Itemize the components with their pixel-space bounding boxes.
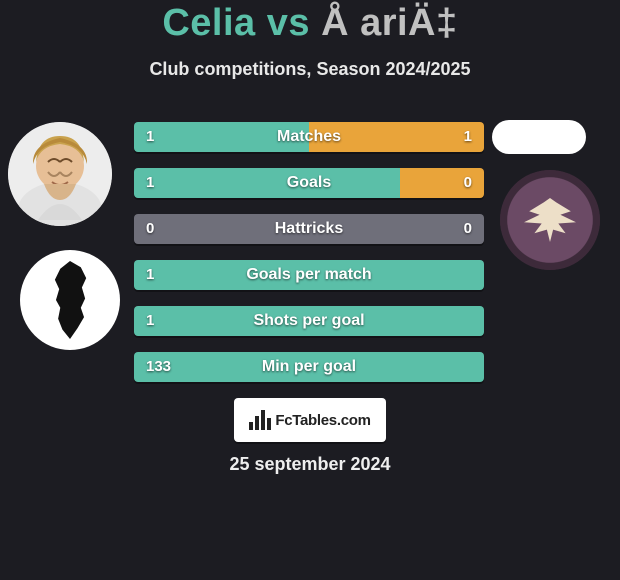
bar-segment-player1: [134, 168, 400, 198]
title-player1: Celia: [162, 2, 255, 44]
player2-avatar: [492, 120, 586, 154]
brand-badge: FcTables.com: [234, 398, 386, 442]
stat-bar-row: 10Goals: [134, 168, 484, 198]
brand-text: FcTables.com: [275, 412, 370, 429]
title-vs: vs: [267, 2, 310, 44]
bar-segment-player1: [134, 260, 484, 290]
title-player2: Å ariÄ‡: [321, 2, 458, 44]
bar-segment-player2: [309, 122, 484, 152]
subtitle: Club competitions, Season 2024/2025: [0, 59, 620, 80]
page-title: Celia vs Å ariÄ‡: [0, 0, 620, 45]
player1-avatar: [8, 122, 112, 226]
stat-bar-row: 1Goals per match: [134, 260, 484, 290]
stat-bar-row: 1Shots per goal: [134, 306, 484, 336]
comparison-card: Celia vs Å ariÄ‡ Club competitions, Seas…: [0, 0, 620, 580]
player1-club-crest: [20, 250, 120, 350]
bar-segment-player2: [400, 168, 484, 198]
stat-bar-row: 133Min per goal: [134, 352, 484, 382]
date-label: 25 september 2024: [0, 454, 620, 475]
stat-bar-row: 11Matches: [134, 122, 484, 152]
brand-logo-icon: [249, 410, 271, 430]
player2-club-crest: [500, 170, 600, 270]
comparison-bars: 11Matches 10Goals 00Hattricks 1Goals per ma…: [134, 122, 484, 382]
bar-segment-player1: [134, 122, 309, 152]
eagle-icon: [524, 198, 576, 242]
bar-segment-player1: [134, 352, 484, 382]
stat-bar-row: 00Hattricks: [134, 214, 484, 244]
bar-segment-player1: [134, 306, 484, 336]
seahorse-icon: [43, 261, 97, 339]
bar-segment-full: [134, 214, 484, 244]
